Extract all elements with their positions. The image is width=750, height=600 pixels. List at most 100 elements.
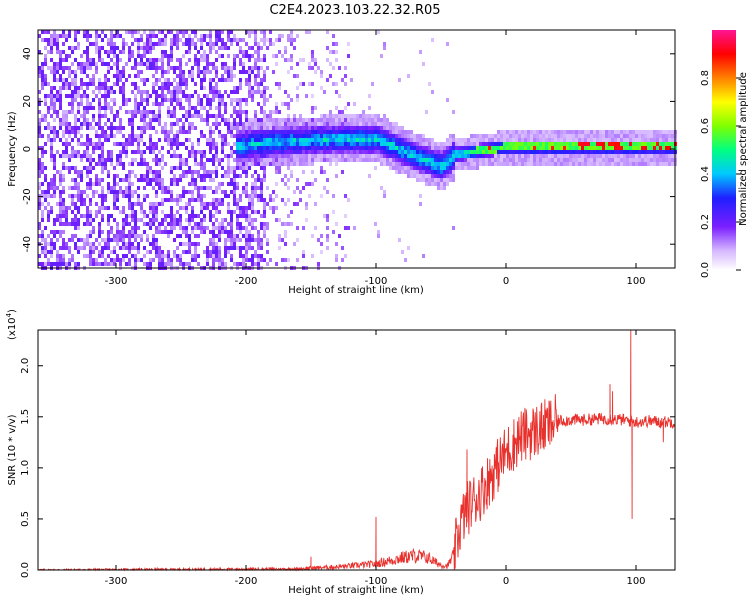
spectrogram-cell: [464, 162, 467, 166]
spectrogram-cell: [251, 226, 254, 230]
spectrogram-cell: [134, 94, 137, 98]
spectrogram-cell: [113, 166, 116, 170]
spectrogram-cell: [647, 150, 650, 154]
spectrogram-cell: [149, 218, 152, 222]
spectrogram-cell: [260, 30, 263, 34]
spectrogram-cell: [110, 66, 113, 70]
spectrogram-cell: [146, 42, 149, 46]
spectrogram-cell: [425, 178, 428, 182]
spectrogram-cell: [98, 254, 101, 258]
spectrogram-cell: [98, 222, 101, 226]
spectrogram-cell: [599, 158, 602, 162]
spectrogram-cell: [140, 202, 143, 206]
spectrogram-cell: [278, 122, 281, 126]
spectrogram-cell: [137, 146, 140, 150]
spectrogram-cell: [257, 66, 260, 70]
spectrogram-cell: [83, 118, 86, 122]
spectrogram-cell: [68, 258, 71, 262]
spectrogram-cell: [170, 102, 173, 106]
spectrogram-cell: [80, 174, 83, 178]
spectrogram-cell: [119, 158, 122, 162]
spectrogram-cell: [419, 194, 422, 198]
spectrogram-cell: [173, 218, 176, 222]
spectrogram-cell: [257, 70, 260, 74]
spectrogram-cell: [320, 242, 323, 246]
spectrogram-cell: [110, 262, 113, 266]
spectrogram-cell: [566, 146, 569, 150]
spectrogram-cell: [104, 198, 107, 202]
spectrogram-cell: [176, 202, 179, 206]
spectrogram-cell: [143, 158, 146, 162]
spectrogram-cell: [566, 138, 569, 142]
spectrogram-cell: [65, 242, 68, 246]
spectrogram-cell: [71, 106, 74, 110]
spectrogram-cell: [212, 158, 215, 162]
spectrogram-cell: [200, 78, 203, 82]
spectrogram-cell: [80, 78, 83, 82]
spectrogram-cell: [62, 178, 65, 182]
spectrogram-cell: [188, 150, 191, 154]
spectrogram-cell: [560, 162, 563, 166]
spectrogram-cell: [236, 246, 239, 250]
spectrogram-cell: [176, 42, 179, 46]
spectrogram-cell: [89, 214, 92, 218]
spectrogram-cell: [53, 246, 56, 250]
spectrogram-cell: [146, 110, 149, 114]
spectrogram-cell: [191, 218, 194, 222]
spectrogram-cell: [71, 110, 74, 114]
spectrogram-cell: [140, 110, 143, 114]
spectrogram-cell: [131, 30, 134, 34]
spectrogram-cell: [296, 142, 299, 146]
spectrogram-cell: [98, 162, 101, 166]
spectrogram-cell: [83, 82, 86, 86]
spectrogram-cell: [281, 34, 284, 38]
snr-y-tick-label: 1.0: [20, 460, 31, 476]
spectrogram-cell: [194, 46, 197, 50]
spectrogram-cell: [239, 98, 242, 102]
spectrogram-cell: [215, 198, 218, 202]
spectrogram-cell: [257, 158, 260, 162]
spectrogram-cell: [116, 114, 119, 118]
spectrogram-cell: [209, 106, 212, 110]
spectrogram-cell: [230, 182, 233, 186]
spectrogram-cell: [422, 178, 425, 182]
spectrogram-cell: [86, 206, 89, 210]
spectrogram-cell: [353, 150, 356, 154]
spectrogram-cell: [173, 86, 176, 90]
spectrogram-cell: [155, 94, 158, 98]
spectrogram-cell: [650, 158, 653, 162]
spectrogram-cell: [302, 150, 305, 154]
spectrogram-cell: [152, 66, 155, 70]
spectrogram-cell: [89, 178, 92, 182]
spectrogram-cell: [266, 238, 269, 242]
spectrogram-cell: [158, 178, 161, 182]
spectrogram-cell: [293, 138, 296, 142]
spectrogram-cell: [113, 102, 116, 106]
spectrogram-cell: [530, 150, 533, 154]
spectrogram-cell: [50, 250, 53, 254]
spectrogram-cell: [572, 134, 575, 138]
spectrogram-cell: [503, 130, 506, 134]
spectrogram-cell: [458, 138, 461, 142]
spectrogram-cell: [71, 258, 74, 262]
spectrogram-cell: [635, 134, 638, 138]
spectrogram-cell: [92, 114, 95, 118]
spectrogram-cell: [236, 186, 239, 190]
spectrogram-cell: [509, 138, 512, 142]
spectrogram-cell: [53, 230, 56, 234]
spectrogram-cell: [122, 254, 125, 258]
spectrogram-cell: [179, 226, 182, 230]
spectrogram-cell: [50, 246, 53, 250]
spectrogram-cell: [560, 150, 563, 154]
spectrogram-cell: [41, 214, 44, 218]
spectrogram-cell: [149, 50, 152, 54]
spectrogram-cell: [539, 154, 542, 158]
spectrogram-cell: [419, 162, 422, 166]
spectrogram-cell: [395, 122, 398, 126]
spectrogram-cell: [332, 146, 335, 150]
spectrogram-cell: [77, 46, 80, 50]
spectrogram-cell: [311, 170, 314, 174]
spectrogram-cell: [611, 134, 614, 138]
spectrogram-cell: [344, 150, 347, 154]
spectrogram-cell: [65, 166, 68, 170]
